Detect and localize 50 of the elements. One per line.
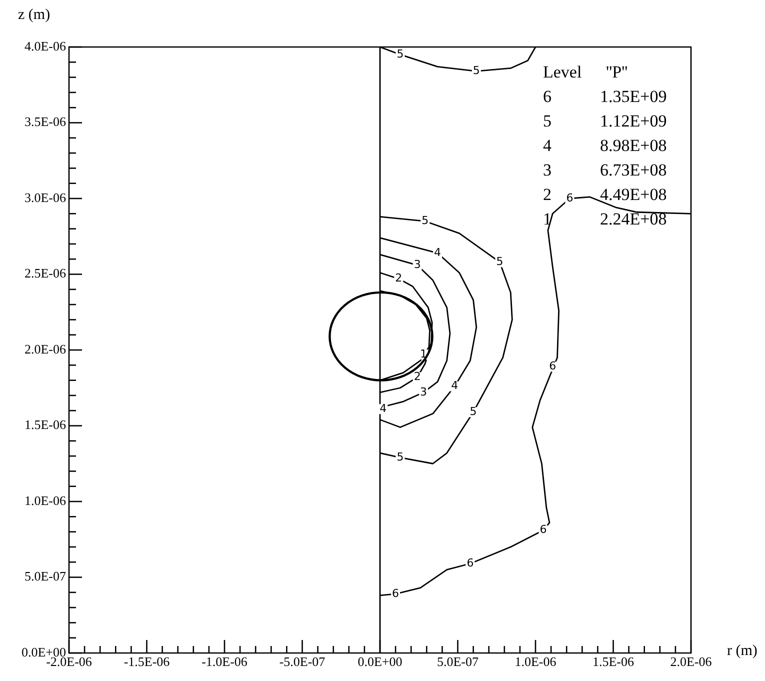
x-tick-label: -1.5E-06: [124, 654, 170, 670]
y-tick-label: 2.5E-06: [24, 266, 66, 281]
y-tick-label: 1.0E-06: [24, 492, 66, 508]
x-tick-label: 5.0E-07: [436, 654, 480, 670]
annotation: 5: [396, 47, 404, 60]
x-tick-label: 0.0E+00: [358, 654, 402, 670]
annotation: 6.73E+08: [600, 160, 667, 180]
annotation: 5: [472, 64, 480, 78]
x-tick-label: 1.5E-06: [592, 654, 635, 670]
annotation: 4.49E+08: [600, 184, 667, 204]
annotation: 6: [540, 523, 547, 536]
annotation: 6: [543, 86, 552, 106]
annotation: 3: [414, 258, 421, 272]
y-tick-label: 3.5E-06: [24, 114, 66, 130]
annotation: 2.24E+08: [600, 209, 667, 228]
x-tick-label: 1.0E-06: [514, 654, 557, 670]
annotation: 4: [434, 246, 442, 259]
x-tick-label: 2.0E-06: [670, 654, 712, 670]
annotation: 4: [451, 379, 458, 392]
annotation: 1.35E+09: [600, 86, 667, 106]
annotation: 2: [543, 184, 552, 204]
annotation: 6: [549, 360, 556, 373]
x-tick-label: -5.0E-07: [279, 654, 326, 670]
annotation: 5: [470, 404, 477, 418]
annotation: 1.12E+09: [600, 111, 667, 130]
y-axis-title: z (m): [18, 6, 50, 23]
annotation: 4: [380, 402, 387, 415]
x-tick-label: -1.0E-06: [202, 654, 248, 670]
y-tick-label: 3.0E-06: [24, 190, 66, 205]
y-tick-label: 4.0E-06: [24, 38, 66, 54]
annotation: 2: [395, 272, 402, 285]
annotation: 5: [543, 111, 552, 130]
y-tick-label: 2.0E-06: [24, 341, 66, 356]
annotation: 2: [414, 370, 421, 384]
annotation: 8.98E+08: [600, 136, 667, 155]
annotation: 6: [466, 556, 474, 570]
annotation: 5: [496, 254, 504, 268]
annotation: 6: [392, 586, 400, 600]
annotation: Level: [543, 62, 582, 82]
annotation: 4: [543, 136, 552, 155]
annotation: 3: [543, 160, 552, 180]
x-axis-title: r (m): [727, 642, 758, 659]
y-tick-label: 1.5E-06: [24, 417, 66, 432]
annotation: 5: [396, 450, 404, 464]
y-tick-label: 5.0E-07: [24, 568, 66, 584]
annotation: 6: [566, 191, 574, 204]
annotation: ''P'': [606, 62, 628, 82]
annotation: 1: [543, 209, 552, 228]
annotation: 5: [422, 214, 429, 228]
annotation: 3: [420, 385, 428, 398]
